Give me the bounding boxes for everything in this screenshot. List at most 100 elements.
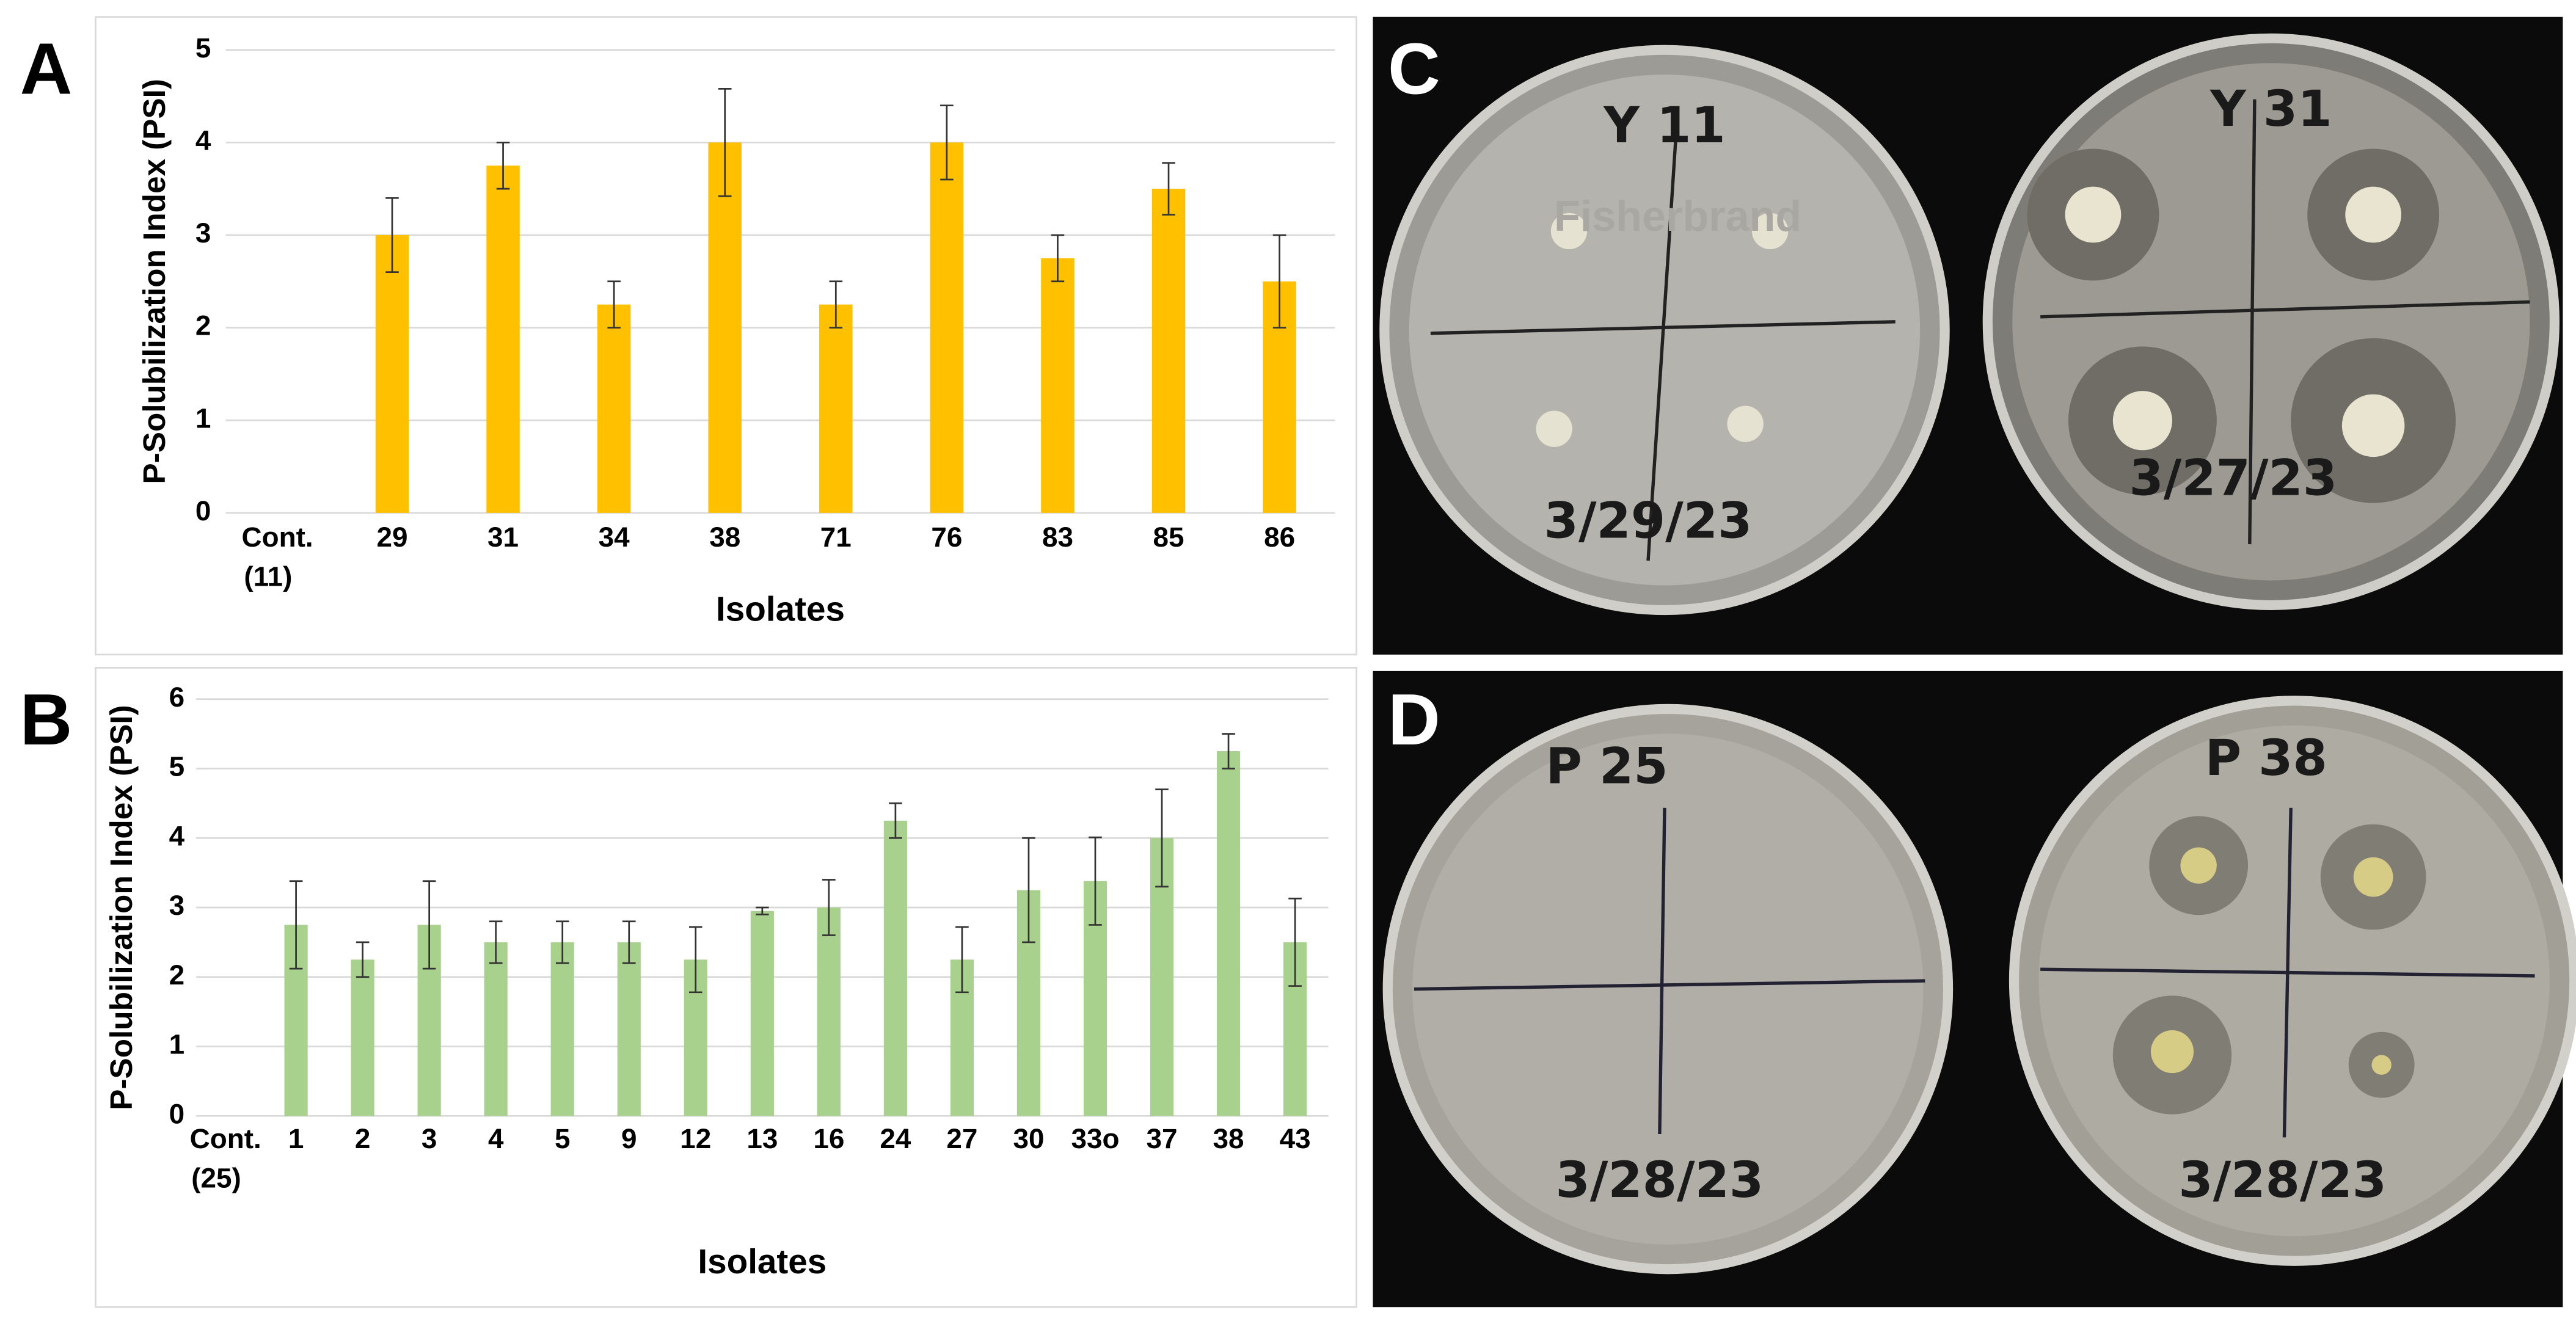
x-tick-label: 85 (1153, 521, 1184, 553)
y-tick-label: 3 (169, 889, 185, 921)
plate-label: P 38 (2205, 730, 2327, 787)
x-tick-label: 2 (355, 1122, 371, 1154)
plate-label: Y 11 (1603, 97, 1725, 155)
error-bar (955, 926, 969, 994)
error-bar (822, 879, 836, 936)
x-tick-label: 37 (1147, 1122, 1178, 1154)
y-axis-title: P-Solubilization Index (PSI) (104, 705, 139, 1110)
error-bar (1288, 897, 1302, 987)
error-bar (940, 104, 954, 181)
plate-date: 3/28/23 (2178, 1152, 2387, 1209)
panel-label: A (20, 29, 73, 110)
error-bar (756, 906, 769, 915)
y-tick-label: 2 (169, 959, 185, 991)
error-bar (289, 880, 303, 970)
x-tick-label: 83 (1042, 521, 1073, 553)
x-tick-label: Cont. (25) (190, 1122, 269, 1194)
error-bar (1155, 788, 1169, 888)
x-axis-title: Isolates (698, 1243, 826, 1281)
x-tick-label: 16 (813, 1122, 844, 1154)
x-tick-label: 24 (880, 1122, 911, 1154)
x-tick-label: 27 (946, 1122, 977, 1154)
error-bar (422, 880, 436, 970)
bar (1216, 751, 1241, 1116)
error-bar (1162, 162, 1175, 216)
y-tick-label: 5 (169, 751, 185, 782)
x-tick-label: 71 (820, 521, 852, 553)
x-tick-label: 9 (621, 1122, 637, 1154)
y-tick-label: 1 (169, 1028, 185, 1060)
panel-label: B (20, 680, 73, 760)
x-tick-label: 38 (1213, 1122, 1244, 1154)
x-tick-label: 1 (288, 1122, 304, 1154)
bar (1041, 258, 1075, 513)
bar (930, 142, 964, 513)
y-tick-label: 6 (169, 681, 185, 713)
plate-label: Y 31 (2209, 81, 2332, 138)
bar (484, 942, 508, 1116)
x-tick-label: 3 (421, 1122, 437, 1154)
error-bar (385, 197, 399, 273)
bar (708, 142, 742, 513)
plate-date: 3/28/23 (1556, 1152, 1764, 1209)
bar (1151, 189, 1186, 513)
bar (750, 911, 774, 1116)
x-tick-label: 13 (746, 1122, 778, 1154)
error-bar (1022, 837, 1035, 944)
error-bar (1051, 234, 1065, 283)
error-bar (489, 920, 503, 964)
bar (597, 304, 631, 513)
bar (817, 908, 841, 1116)
bar (550, 942, 574, 1116)
error-bar (622, 920, 636, 964)
error-bar (889, 802, 902, 839)
error-bar (496, 141, 510, 190)
y-tick-label: 4 (169, 820, 185, 851)
plate-date: 3/27/23 (2129, 450, 2337, 507)
bar (375, 235, 409, 513)
x-tick-label: 30 (1013, 1122, 1044, 1154)
bar (819, 304, 853, 513)
x-tick-label: 38 (709, 521, 740, 553)
panel-label: C (1388, 29, 1440, 110)
panel-label: D (1388, 680, 1440, 760)
error-bar (356, 941, 370, 978)
x-tick-label: 43 (1280, 1122, 1311, 1154)
y-tick-label: 0 (169, 1097, 185, 1129)
x-tick-label: 31 (487, 521, 519, 553)
x-tick-label: 76 (931, 521, 962, 553)
x-tick-label: Cont. (11) (241, 521, 321, 592)
x-tick-label: 34 (599, 521, 630, 553)
x-tick-label: 29 (376, 521, 407, 553)
y-tick-label: 5 (195, 32, 211, 64)
y-tick-label: 1 (195, 402, 211, 434)
x-tick-label: 5 (555, 1122, 571, 1154)
y-axis-title: P-Solubilization Index (PSI) (137, 79, 172, 484)
y-tick-label: 3 (195, 217, 211, 249)
x-tick-label: 33o (1071, 1122, 1119, 1154)
plate-label: P 25 (1545, 738, 1668, 796)
y-tick-label: 4 (195, 124, 211, 156)
bar (883, 820, 907, 1116)
bar (486, 166, 520, 513)
x-tick-label: 4 (488, 1122, 504, 1154)
y-tick-label: 2 (195, 310, 211, 341)
error-bar (829, 280, 843, 329)
x-axis-title: Isolates (716, 591, 845, 629)
plate-brand: Fisherbrand (1554, 192, 1801, 240)
error-bar (1089, 836, 1102, 926)
plate-date: 3/29/23 (1544, 493, 1753, 550)
error-bar (689, 926, 702, 994)
bar (617, 942, 641, 1116)
x-tick-label: 12 (680, 1122, 711, 1154)
y-tick-label: 0 (195, 495, 211, 526)
bar (351, 959, 374, 1116)
error-bar (1222, 733, 1235, 769)
error-bar (555, 920, 569, 964)
error-bar (718, 88, 732, 197)
x-tick-label: 86 (1264, 521, 1295, 553)
error-bar (607, 280, 621, 329)
photo-c: Y 11 3/29/23 Fisherbrand Y 31 3/27/23 (1373, 16, 2563, 655)
photo-d: P 25 3/28/23 P 38 3/28/23 (1373, 671, 2576, 1308)
